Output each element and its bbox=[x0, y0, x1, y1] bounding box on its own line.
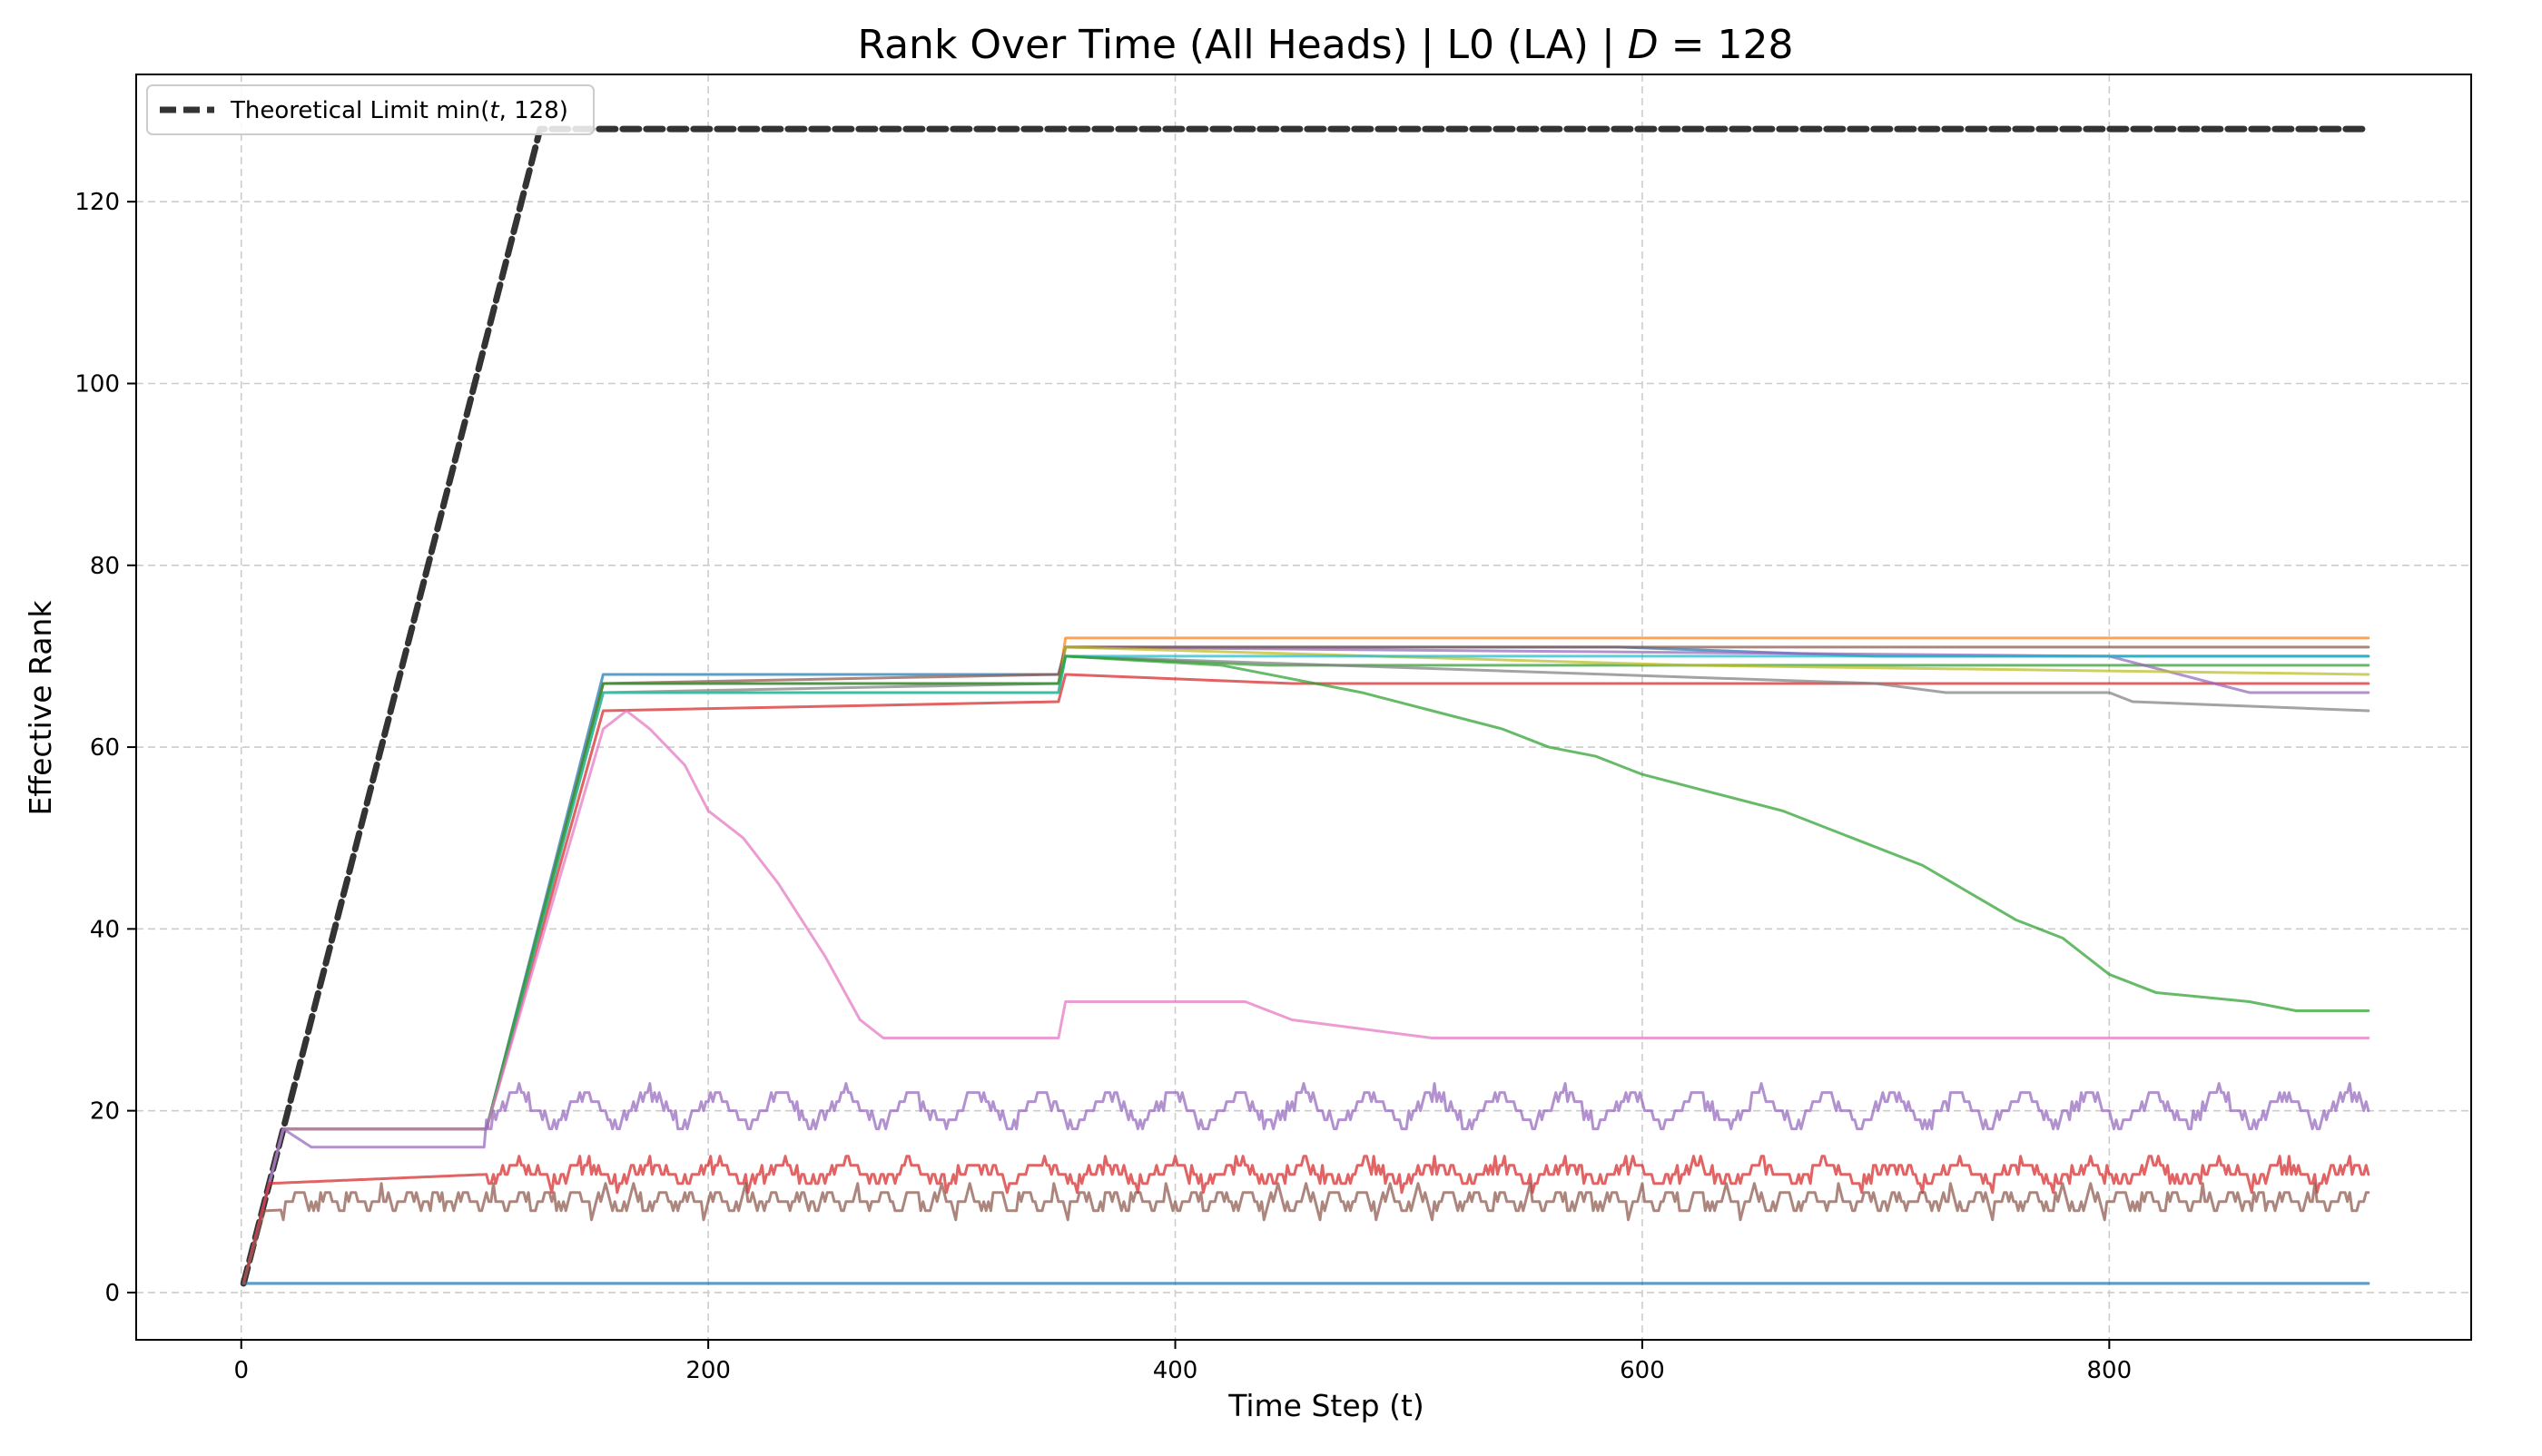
series-lines bbox=[240, 125, 2372, 1287]
x-tick-label: 800 bbox=[2087, 1357, 2133, 1384]
legend-label-suffix: , 128) bbox=[499, 97, 568, 124]
title-prefix: Rank Over Time (All Heads) | L0 (LA) | bbox=[857, 22, 1627, 68]
x-tick-label: 400 bbox=[1153, 1357, 1198, 1384]
plot-frame bbox=[135, 74, 2472, 1341]
y-tick-label: 100 bbox=[74, 370, 120, 398]
legend-label-prefix: Theoretical Limit min( bbox=[230, 97, 489, 124]
legend: Theoretical Limit min(t, 128) bbox=[146, 84, 595, 135]
x-axis-label: Time Step (t) bbox=[1227, 1388, 1424, 1423]
series-line-head-15 bbox=[241, 1182, 2370, 1285]
series-line-head-11 bbox=[241, 654, 2370, 1285]
series-line-head-14 bbox=[241, 1155, 2370, 1285]
x-tick-label: 200 bbox=[685, 1357, 731, 1384]
series-line-head-13 bbox=[241, 1082, 2370, 1285]
title-suffix: = 128 bbox=[1659, 22, 1794, 68]
axis-ticks: 0 200 400 600 800 0 20 40 60 80 100 120 bbox=[74, 189, 2132, 1384]
y-tick-label: 40 bbox=[90, 916, 120, 943]
y-axis-label: Effective Rank bbox=[23, 600, 58, 816]
x-tick-label: 600 bbox=[1620, 1357, 1665, 1384]
legend-label-theoretical-limit: Theoretical Limit min(t, 128) bbox=[230, 97, 568, 124]
grid-lines bbox=[136, 74, 2471, 1340]
y-tick-label: 0 bbox=[104, 1280, 120, 1307]
series-line-head-12 bbox=[241, 709, 2370, 1285]
title-variable: D bbox=[1628, 22, 1659, 68]
x-tick-label: 0 bbox=[233, 1357, 249, 1384]
legend-label-variable: t bbox=[489, 97, 499, 124]
chart-title: Rank Over Time (All Heads) | L0 (LA) | D… bbox=[857, 22, 1793, 68]
y-tick-label: 120 bbox=[74, 189, 120, 216]
y-tick-label: 60 bbox=[90, 734, 120, 762]
y-tick-label: 80 bbox=[90, 553, 120, 580]
legend-box bbox=[146, 84, 595, 135]
y-tick-label: 20 bbox=[90, 1098, 120, 1126]
